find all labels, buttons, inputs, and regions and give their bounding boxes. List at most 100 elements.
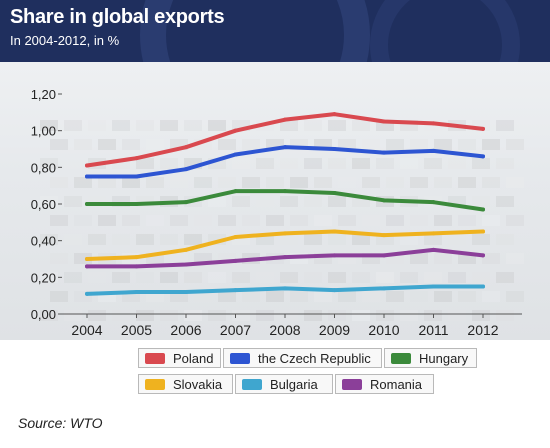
background-block xyxy=(376,310,394,321)
background-block xyxy=(98,291,116,302)
background-block xyxy=(506,177,524,188)
background-block xyxy=(400,310,418,321)
x-tick-label: 2009 xyxy=(319,322,350,338)
data-point-bulgaria xyxy=(184,290,188,294)
background-block xyxy=(482,215,500,226)
data-point-poland xyxy=(431,121,436,126)
background-block xyxy=(74,177,92,188)
data-point-slovakia xyxy=(85,257,89,261)
background-block xyxy=(170,215,188,226)
legend-label: Slovakia xyxy=(173,376,223,392)
background-block xyxy=(362,177,380,188)
background-block xyxy=(208,272,226,283)
background-block xyxy=(482,291,500,302)
background-block xyxy=(472,120,490,131)
background-block xyxy=(290,291,308,302)
background-block xyxy=(256,196,274,207)
legend-label: Romania xyxy=(370,376,423,392)
data-point-romania xyxy=(431,247,436,252)
background-block xyxy=(338,177,356,188)
background-block xyxy=(88,272,106,283)
background-block xyxy=(232,272,250,283)
background-block xyxy=(400,120,418,131)
y-tick-label: 0,40 xyxy=(31,234,56,249)
background-block xyxy=(386,177,404,188)
background-block xyxy=(362,291,380,302)
background-block xyxy=(88,120,106,131)
background-block xyxy=(40,120,58,131)
background-block xyxy=(386,139,404,150)
background-block xyxy=(160,272,178,283)
background-block xyxy=(50,291,68,302)
background-block xyxy=(376,234,394,245)
legend-swatch xyxy=(145,378,165,390)
background-block xyxy=(136,272,154,283)
x-tick-label: 2005 xyxy=(121,322,152,338)
background-block xyxy=(194,177,212,188)
background-block xyxy=(448,310,466,321)
background-block xyxy=(472,234,490,245)
background-block xyxy=(64,310,82,321)
background-block xyxy=(386,253,404,264)
background-block xyxy=(482,177,500,188)
background-block xyxy=(424,234,442,245)
background-block xyxy=(304,158,322,169)
legend-label: Poland xyxy=(173,350,214,366)
background-block xyxy=(170,139,188,150)
background-block xyxy=(232,310,250,321)
background-block xyxy=(352,120,370,131)
background-block xyxy=(184,234,202,245)
legend-item-slovakia: Slovakia xyxy=(138,374,233,394)
data-point-poland xyxy=(382,119,386,124)
background-block xyxy=(376,272,394,283)
background-block xyxy=(136,310,154,321)
background-block xyxy=(184,310,202,321)
background-block xyxy=(328,310,346,321)
background-block xyxy=(50,253,68,264)
data-point-bulgaria xyxy=(481,284,485,289)
background-block xyxy=(362,253,380,264)
x-tick-label: 2006 xyxy=(170,322,201,338)
background-block xyxy=(170,291,188,302)
data-point-bulgaria xyxy=(233,288,238,293)
background-block xyxy=(136,158,154,169)
background-block xyxy=(184,120,202,131)
background-block xyxy=(146,291,164,302)
background-block xyxy=(304,272,322,283)
background-block xyxy=(146,177,164,188)
data-point-the-czech-republic xyxy=(134,174,139,179)
legend-label: Hungary xyxy=(419,350,469,366)
data-point-poland xyxy=(332,112,337,117)
background-block xyxy=(328,158,346,169)
background-block xyxy=(40,234,58,245)
background-block xyxy=(386,291,404,302)
data-point-slovakia xyxy=(431,231,436,236)
background-block xyxy=(160,234,178,245)
data-point-slovakia xyxy=(382,233,386,238)
legend-item-the-czech-republic: the Czech Republic xyxy=(223,348,382,368)
data-point-romania xyxy=(134,264,139,269)
background-block xyxy=(458,139,476,150)
background-block xyxy=(232,158,250,169)
background-block xyxy=(314,291,332,302)
background-block xyxy=(194,253,212,264)
background-block xyxy=(74,253,92,264)
background-block xyxy=(160,120,178,131)
background-block xyxy=(194,139,212,150)
background-block xyxy=(314,215,332,226)
background-block xyxy=(74,139,92,150)
background-block xyxy=(424,158,442,169)
y-tick-label: 0,80 xyxy=(31,160,56,175)
background-block xyxy=(400,272,418,283)
data-point-the-czech-republic xyxy=(431,148,436,153)
background-block xyxy=(208,196,226,207)
background-block xyxy=(352,310,370,321)
data-point-poland xyxy=(481,126,485,131)
background-block xyxy=(376,158,394,169)
background-block xyxy=(314,139,332,150)
background-block xyxy=(434,291,452,302)
background-block xyxy=(280,234,298,245)
background-block xyxy=(232,234,250,245)
data-point-bulgaria xyxy=(283,286,287,291)
x-tick-label: 2011 xyxy=(418,322,448,338)
